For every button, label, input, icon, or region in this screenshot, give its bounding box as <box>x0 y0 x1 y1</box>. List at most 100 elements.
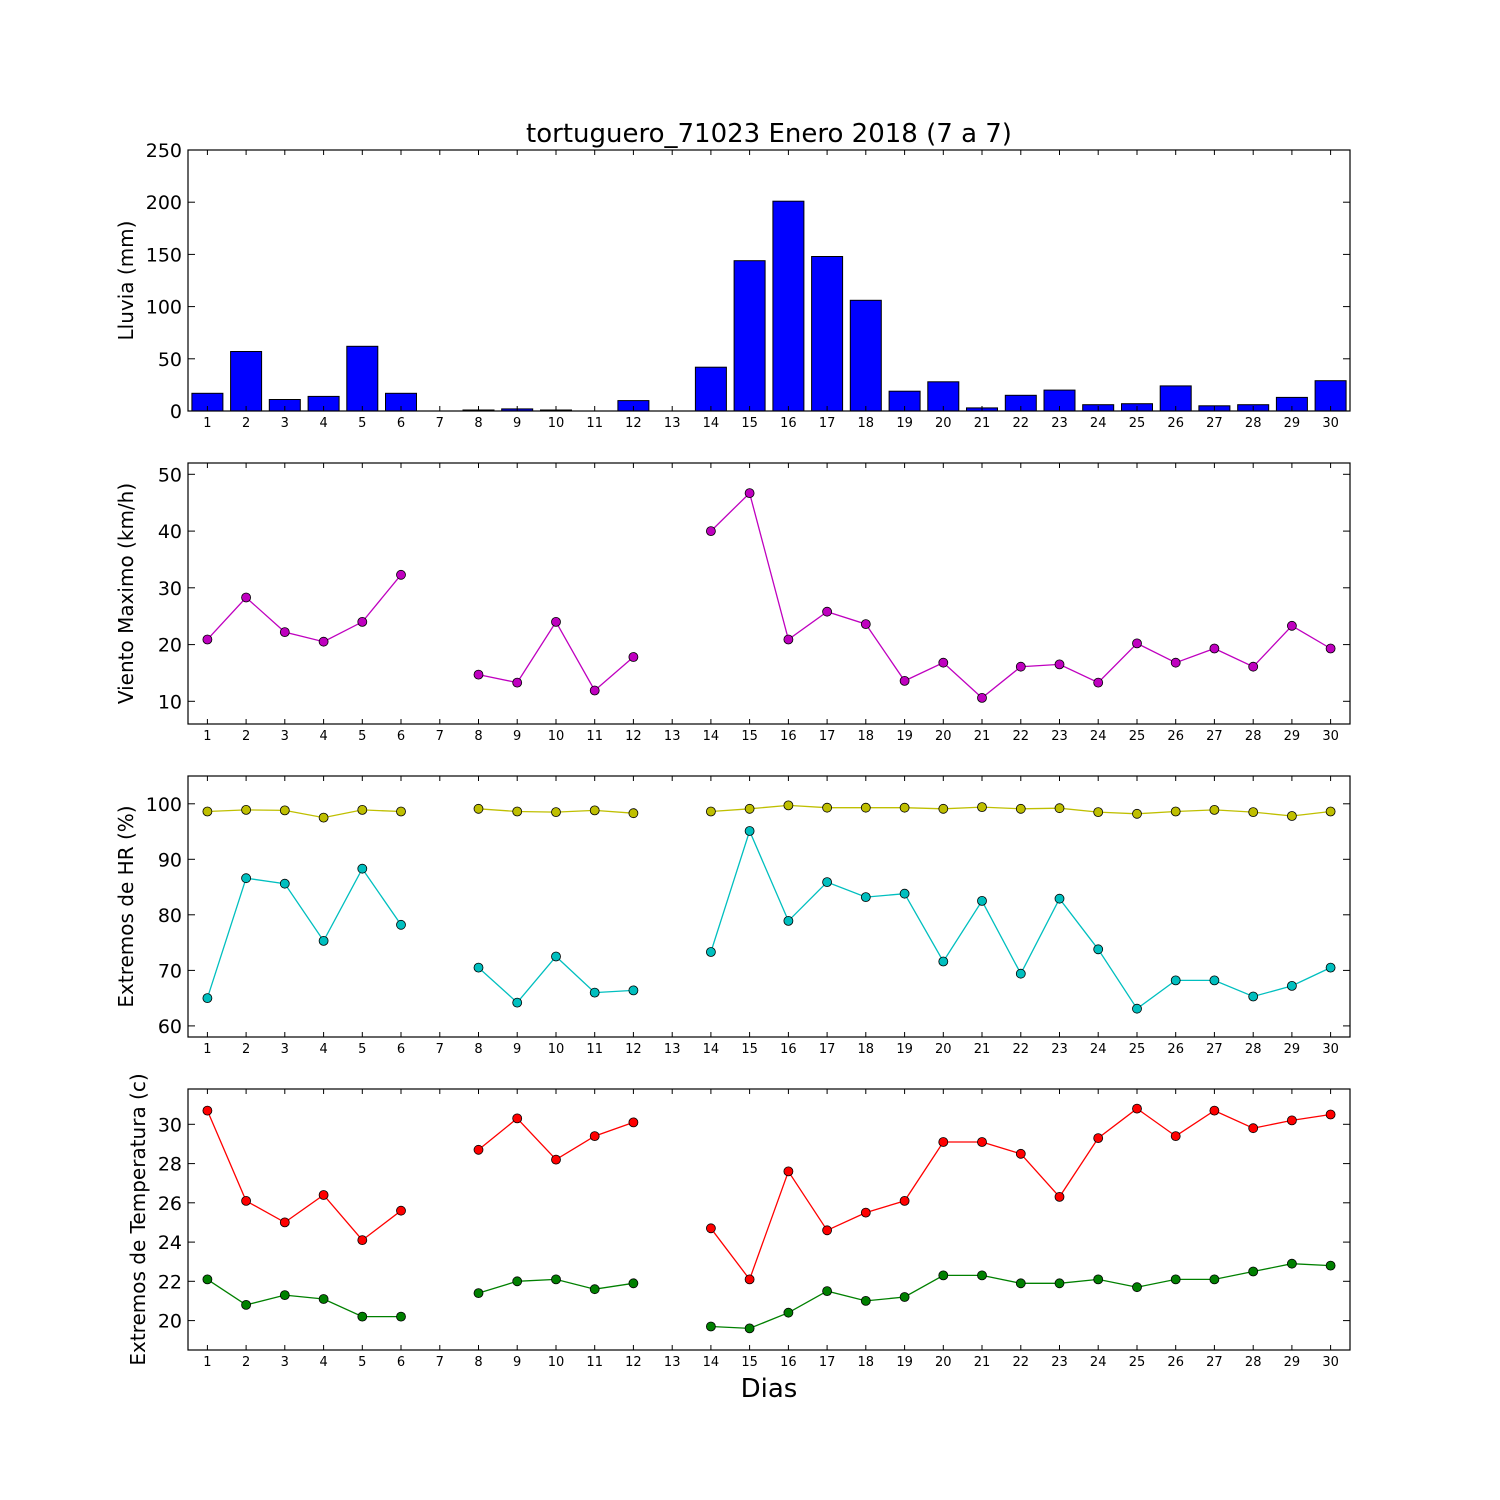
point-hr-series-0-day-17 <box>822 802 832 813</box>
point-hr-series-1-day-23 <box>1054 893 1065 904</box>
point-hr-series-0-day-16 <box>783 800 794 811</box>
x-tick-label-temperatura: 28 <box>1245 1355 1262 1370</box>
panel-hr: 1 2 3 4 5 6 7 8 9 10 11 12 13 14 15 16 17 18 19 20 21 22 23 24 2… <box>114 775 1351 1057</box>
point-hr-series-0-day-21 <box>977 802 987 812</box>
point-viento-series-0-day-1 <box>202 634 213 645</box>
x-tick-label-hr: 24 <box>1090 1042 1107 1057</box>
y-tick-label-hr: 80 <box>158 905 182 927</box>
point-hr-series-1-day-20 <box>938 956 949 967</box>
point-temperatura-series-1-day-4 <box>318 1294 329 1304</box>
x-tick-label-temperatura: 18 <box>858 1355 875 1370</box>
x-tick-label-temperatura: 2 <box>242 1355 250 1370</box>
x-tick-label-viento: 27 <box>1206 729 1223 744</box>
point-hr-series-0-day-15 <box>744 803 755 814</box>
point-temperatura-series-0-day-12 <box>628 1117 639 1128</box>
x-tick-label-lluvia: 7 <box>436 416 444 431</box>
x-tick-label-temperatura: 4 <box>319 1355 327 1370</box>
point-hr-series-1-day-16 <box>783 916 794 926</box>
point-hr-series-1-day-28 <box>1248 991 1259 1002</box>
x-tick-label-temperatura: 6 <box>397 1355 405 1370</box>
point-viento-series-0-day-20 <box>938 657 949 668</box>
point-hr-series-0-day-27 <box>1209 805 1220 815</box>
x-tick-label-viento: 13 <box>664 729 681 744</box>
point-temperatura-series-0-day-8 <box>473 1144 484 1155</box>
x-tick-label-hr: 12 <box>625 1042 642 1057</box>
point-hr-series-1-day-24 <box>1093 944 1104 955</box>
x-tick-label-hr: 2 <box>242 1042 250 1057</box>
x-tick-label-lluvia: 6 <box>397 416 405 431</box>
point-viento-series-0-day-11 <box>589 685 600 696</box>
point-viento-series-0-day-28 <box>1248 661 1259 672</box>
x-tick-label-temperatura: 19 <box>896 1355 913 1370</box>
point-viento-series-0-day-25 <box>1132 638 1142 649</box>
point-temperatura-series-0-day-18 <box>860 1207 871 1218</box>
point-hr-series-1-day-1 <box>202 993 213 1003</box>
point-hr-series-1-day-22 <box>1015 968 1026 979</box>
point-temperatura-series-0-day-3 <box>279 1217 290 1228</box>
x-tick-label-hr: 3 <box>281 1042 289 1057</box>
x-tick-label-hr: 25 <box>1129 1042 1146 1057</box>
point-hr-series-1-day-10 <box>551 951 561 962</box>
x-tick-label-viento: 22 <box>1013 729 1030 744</box>
point-temperatura-series-1-day-14 <box>706 1321 716 1332</box>
point-hr-series-0-day-28 <box>1248 807 1259 817</box>
point-temperatura-series-0-day-21 <box>977 1137 987 1147</box>
x-tick-label-temperatura: 24 <box>1090 1355 1107 1370</box>
point-temperatura-series-0-day-30 <box>1325 1109 1336 1120</box>
point-temperatura-series-0-day-4 <box>318 1190 329 1200</box>
point-temperatura-series-1-day-8 <box>473 1288 484 1298</box>
point-hr-series-0-day-18 <box>860 802 871 813</box>
point-viento-series-0-day-6 <box>396 569 406 580</box>
bar-lluvia-day-17 <box>811 256 844 412</box>
y-axis-label-hr: Extremos de HR (%) <box>114 805 138 1007</box>
x-tick-label-lluvia: 3 <box>281 416 289 431</box>
y-tick-label-hr: 100 <box>146 794 182 816</box>
y-tick-label-hr: 70 <box>158 960 182 982</box>
point-temperatura-series-0-day-29 <box>1287 1115 1297 1126</box>
x-tick-label-hr: 19 <box>896 1042 913 1057</box>
point-hr-series-0-day-22 <box>1015 803 1026 814</box>
x-tick-label-lluvia: 9 <box>513 416 521 431</box>
point-temperatura-series-1-day-5 <box>357 1311 368 1322</box>
point-temperatura-series-1-day-30 <box>1325 1260 1336 1271</box>
x-tick-label-hr: 10 <box>548 1042 565 1057</box>
point-temperatura-series-0-day-10 <box>551 1154 561 1165</box>
y-tick-label-hr: 90 <box>158 849 182 871</box>
point-temperatura-series-1-day-28 <box>1248 1266 1259 1277</box>
x-tick-label-viento: 4 <box>319 729 327 744</box>
bar-lluvia-day-16 <box>772 200 805 412</box>
x-tick-label-lluvia: 15 <box>741 416 758 431</box>
x-tick-label-hr: 5 <box>358 1042 366 1057</box>
x-tick-label-lluvia: 11 <box>586 416 603 431</box>
point-viento-series-0-day-4 <box>318 636 329 647</box>
point-temperatura-series-0-day-1 <box>202 1105 213 1116</box>
x-tick-label-viento: 29 <box>1284 729 1301 744</box>
point-hr-series-0-day-5 <box>357 805 368 815</box>
x-tick-label-temperatura: 23 <box>1051 1355 1068 1370</box>
point-viento-series-0-day-19 <box>899 676 910 686</box>
point-temperatura-series-1-day-17 <box>822 1286 832 1296</box>
x-tick-label-temperatura: 25 <box>1129 1355 1146 1370</box>
line-viento-series-0 <box>478 620 634 692</box>
x-tick-label-viento: 26 <box>1167 729 1184 744</box>
point-viento-series-0-day-17 <box>822 606 832 617</box>
point-temperatura-series-1-day-19 <box>899 1292 910 1302</box>
point-hr-series-1-day-5 <box>357 863 368 874</box>
x-tick-label-viento: 10 <box>548 729 565 744</box>
bar-lluvia-day-18 <box>849 299 882 412</box>
y-tick-label-temperatura: 28 <box>158 1154 182 1176</box>
point-hr-series-1-day-4 <box>318 936 329 946</box>
x-tick-label-hr: 23 <box>1051 1042 1068 1057</box>
point-temperatura-series-0-day-11 <box>589 1131 600 1141</box>
panel-lluvia: 1 2 3 4 5 6 7 8 9 10 11 12 13 14 15 16 17 18 19 20 21 22 23 24 2… <box>114 140 1351 431</box>
y-tick-label-temperatura: 20 <box>158 1311 182 1333</box>
point-hr-series-0-day-30 <box>1325 806 1336 817</box>
point-temperatura-series-1-day-20 <box>938 1270 949 1281</box>
x-tick-label-viento: 12 <box>625 729 642 744</box>
x-tick-label-temperatura: 29 <box>1284 1355 1301 1370</box>
y-axis-label-lluvia: Lluvia (mm) <box>114 221 138 341</box>
point-temperatura-series-0-day-28 <box>1248 1123 1259 1134</box>
x-tick-label-viento: 23 <box>1051 729 1068 744</box>
x-tick-label-viento: 25 <box>1129 729 1146 744</box>
point-hr-series-0-day-19 <box>899 802 910 813</box>
